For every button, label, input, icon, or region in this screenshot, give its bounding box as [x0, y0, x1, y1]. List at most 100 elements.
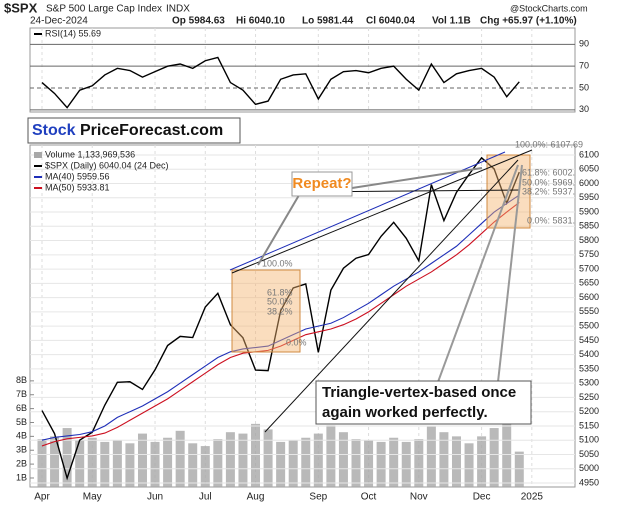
- fib-label: 100.0%: [262, 258, 293, 268]
- fib-label: 38.2%: 5937.: [522, 186, 575, 196]
- x-tick-label: 2025: [521, 492, 544, 503]
- repeat-label: Repeat?: [292, 175, 351, 192]
- x-tick-label: Oct: [361, 492, 377, 503]
- volume-bar: [426, 426, 436, 487]
- volume-bar: [163, 437, 173, 487]
- callout-line: Triangle-vertex-based once: [322, 384, 516, 401]
- callout-box: [315, 380, 532, 425]
- y-tick-label: 5300: [579, 378, 599, 388]
- trendline: [264, 159, 519, 433]
- volume-bar: [514, 451, 524, 487]
- volume-bar: [112, 440, 122, 487]
- volume-bar: [477, 436, 487, 487]
- source: @StockCharts.com: [510, 3, 588, 13]
- volume-bar: [489, 428, 499, 487]
- y-tick-label: 5050: [579, 449, 599, 459]
- x-tick-label: Jun: [147, 492, 163, 503]
- change: Chg +65.97 (+1.10%): [480, 16, 577, 27]
- brand-box: [27, 117, 241, 144]
- y-tick-label: 7B: [16, 389, 27, 399]
- y-tick-label: 5100: [579, 435, 599, 445]
- y-tick-label: 5250: [579, 392, 599, 402]
- volume-bar: [137, 433, 147, 487]
- pointer: [437, 164, 519, 383]
- legend-label: MA(40) 5959.56: [45, 171, 110, 181]
- index-name: S&P 500 Large Cap Index: [46, 4, 162, 15]
- volume: Vol 1.1B: [432, 16, 471, 27]
- y-tick-label: 1B: [16, 472, 27, 482]
- y-tick-label: 5650: [579, 278, 599, 288]
- y-tick-label: 5850: [579, 221, 599, 231]
- volume-bar: [225, 432, 235, 487]
- y-tick-label: 5700: [579, 263, 599, 273]
- y-tick-label: 5000: [579, 463, 599, 473]
- legend-label: $SPX (Daily) 6040.04 (24 Dec): [45, 160, 169, 170]
- pointer: [351, 167, 483, 189]
- y-tick-label: 3B: [16, 445, 27, 455]
- y-tick-label: 2B: [16, 458, 27, 468]
- y-tick-label: 6050: [579, 164, 599, 174]
- volume-bar: [376, 441, 386, 487]
- legend: Volume 1,133,969,536 RSI(14) 55.69 $SPX (D…: [34, 28, 169, 192]
- y-tick-label: 6000: [579, 178, 599, 188]
- y-tick-label: 5350: [579, 363, 599, 373]
- close: Cl 6040.04: [366, 16, 415, 27]
- y-tick-label: 50: [579, 82, 589, 92]
- date: 24-Dec-2024: [30, 16, 88, 27]
- series-line: [41, 194, 520, 441]
- volume-bar: [502, 405, 512, 487]
- volume-bar: [326, 425, 336, 487]
- y-tick-label: 5450: [579, 335, 599, 345]
- volume-bar: [37, 439, 47, 487]
- volume-bar: [439, 432, 449, 487]
- exchange: INDX: [166, 4, 190, 15]
- volume-bar: [301, 437, 311, 487]
- y-tick-label: 5600: [579, 292, 599, 302]
- y-tick-label: 4B: [16, 431, 27, 441]
- symbol: $SPX: [4, 0, 38, 15]
- y-tick-label: 5950: [579, 192, 599, 202]
- volume-bar: [414, 439, 424, 487]
- y-tick-label: 5750: [579, 249, 599, 259]
- y-tick-label: 5B: [16, 417, 27, 427]
- legend-label: MA(50) 5933.81: [45, 182, 110, 192]
- x-tick-label: Jul: [199, 492, 212, 503]
- fib-label: 38.2%: [267, 306, 293, 316]
- volume-bar: [50, 436, 60, 487]
- fib-label: 61.8%: 6002.: [522, 167, 575, 177]
- brand-site: PriceForecast.com: [80, 122, 223, 139]
- volume-bar: [313, 433, 323, 487]
- pointer: [497, 164, 523, 383]
- y-tick-label: 5900: [579, 206, 599, 216]
- x-tick-label: May: [83, 492, 102, 503]
- y-tick-label: 30: [579, 104, 589, 114]
- fib-label: 0.0%: 5831.: [527, 215, 575, 225]
- low: Lo 5981.44: [302, 16, 354, 27]
- y-tick-label: 5550: [579, 306, 599, 316]
- plot-layer: Apr May Jun Jul Aug Sep Oct Nov Dec 2025 1B 2B 3B 4B 5…: [16, 28, 599, 503]
- legend-label: RSI(14) 55.69: [45, 28, 101, 38]
- brand-stock: Stock: [32, 122, 76, 139]
- volume-bar: [200, 446, 210, 487]
- fib-label: 61.8%: [267, 287, 293, 297]
- volume-bar: [263, 429, 273, 487]
- volume-bar: [62, 428, 72, 487]
- volume-bar: [451, 436, 461, 487]
- y-tick-label: 6100: [579, 149, 599, 159]
- volume-bar: [251, 423, 261, 487]
- y-tick-label: 5400: [579, 349, 599, 359]
- series-line: [41, 156, 520, 481]
- fib-label: 50.0%: [267, 296, 293, 306]
- y-tick-label: 5150: [579, 420, 599, 430]
- x-tick-label: Aug: [247, 492, 265, 503]
- open: Op 5984.63: [172, 16, 225, 27]
- x-tick-label: Dec: [473, 492, 491, 503]
- y-tick-label: 5200: [579, 406, 599, 416]
- x-tick-label: Apr: [34, 492, 50, 503]
- highlight-box: [231, 269, 301, 353]
- volume-bar: [276, 441, 286, 487]
- y-tick-label: 8B: [16, 375, 27, 385]
- y-tick-label: 90: [579, 39, 589, 49]
- legend-swatch: [34, 152, 42, 158]
